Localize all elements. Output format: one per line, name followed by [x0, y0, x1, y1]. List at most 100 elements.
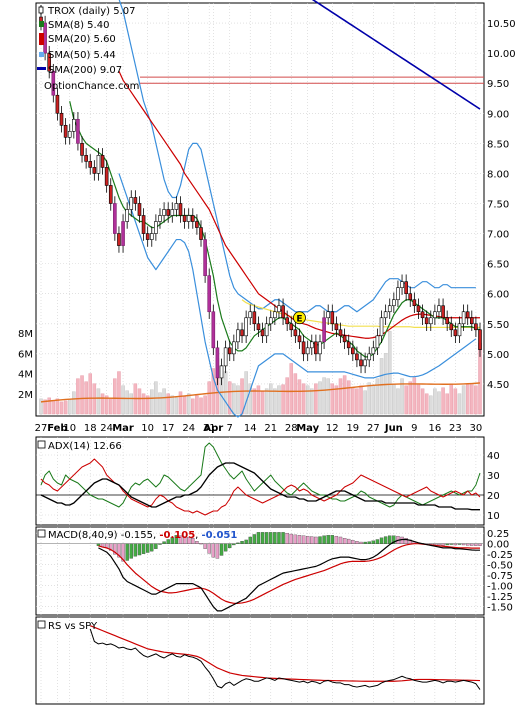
volume-bar [392, 383, 396, 415]
candle-body [195, 221, 199, 228]
volume-bar [223, 371, 228, 415]
macd-line [98, 538, 480, 612]
volume-bar [178, 391, 183, 415]
macd-y-tick: -0.75 [487, 571, 513, 582]
volume-bar [346, 380, 351, 415]
macd-histogram-bar [154, 543, 158, 549]
x-tick-label: May [296, 423, 319, 434]
macd-histogram-bar [318, 536, 322, 544]
candle-body [133, 197, 138, 204]
macd-histogram-bar [334, 535, 339, 544]
adx-y-tick: 40 [487, 451, 500, 462]
volume-bar [404, 385, 408, 415]
legend: TROX (daily) 5.07 SMA(8) 5.40 SMA(20) 5.… [37, 5, 139, 92]
legend-sma200-swatch [37, 67, 46, 70]
price-y-tick: 6.50 [487, 260, 509, 271]
macd-histogram-bar [260, 532, 265, 544]
legend-candle-icon [38, 5, 44, 15]
sma20-line [118, 70, 480, 339]
candle-body [412, 299, 417, 307]
x-tick-label: Feb [47, 423, 67, 434]
macd-histogram-bar [137, 543, 142, 556]
candle-body [236, 329, 240, 343]
macd-histogram-bar [342, 538, 347, 544]
x-tick-label: Mar [112, 423, 134, 434]
volume-bar [67, 399, 72, 415]
volume-average-line [40, 382, 481, 403]
candle-body [457, 323, 462, 337]
macd-histogram-bar [351, 540, 355, 544]
price-y-tick: 9.50 [487, 79, 509, 90]
candle-body [379, 317, 384, 337]
volume-bar [47, 397, 51, 415]
volume-bar [264, 388, 269, 415]
macd-histogram-bar [441, 543, 445, 546]
earnings-marker [293, 311, 306, 325]
macd-histogram-bar [322, 535, 326, 544]
x-tick-label: 27 [367, 423, 380, 434]
price-y-tick: 5.50 [487, 320, 509, 331]
macd-histogram-bar [121, 543, 125, 562]
candle-body [84, 155, 88, 162]
watermark: OptionChance.com [44, 81, 139, 92]
volume-bar [63, 400, 68, 415]
candle-body [232, 341, 236, 355]
adx-y-tick: 10 [487, 511, 500, 522]
volume-bar [424, 393, 429, 415]
x-tick-label: 30 [470, 423, 483, 434]
macd-histogram-bar [133, 543, 138, 557]
macd-histogram-bar [211, 543, 216, 558]
candle-body [318, 341, 322, 355]
macd-histogram-bar [277, 532, 281, 544]
candle-body [207, 275, 212, 313]
candle-body [309, 341, 314, 349]
candle-body [445, 317, 449, 325]
candle-body [80, 143, 84, 156]
rs-sma-line [90, 625, 481, 682]
candle-body [248, 311, 253, 319]
volume-bar [109, 397, 113, 415]
macd-histogram-bar [363, 541, 367, 544]
macd-histogram-bar [433, 543, 437, 545]
macd-histogram-bar [228, 543, 232, 549]
macd-histogram-bar [207, 543, 211, 554]
volume-bar [199, 397, 203, 415]
volume-bar [104, 395, 109, 415]
volume-bar [445, 393, 449, 415]
volume-bar [326, 378, 330, 415]
x-tick-label: 28 [285, 423, 298, 434]
volume-bar [113, 378, 117, 415]
macd-histogram-bar [383, 536, 388, 544]
adx-y-tick: 30 [487, 471, 500, 482]
volume-bars [39, 330, 482, 415]
x-tick-label: 16 [429, 423, 442, 434]
macd-histogram-bar [166, 539, 170, 544]
legend-sma20-swatch [39, 33, 44, 45]
macd-histogram-bar [314, 536, 318, 544]
volume-bar [338, 378, 343, 415]
macd-histogram-bar [301, 535, 306, 544]
volume-bar [396, 388, 400, 415]
macd-label: MACD(8,40,9) -0.155, -0.105, -0.051 [37, 529, 238, 541]
macd-histogram-bar [453, 543, 458, 546]
candle-body [51, 70, 56, 96]
candle-body [383, 311, 388, 319]
macd-hist-value: -0.051 [202, 530, 238, 541]
x-tick-label: 21 [264, 423, 277, 434]
volume-bar [474, 385, 478, 415]
macd-histogram-bar [109, 543, 113, 551]
macd-histogram-bar [367, 541, 371, 544]
candle-body [371, 347, 376, 355]
volume-bar [342, 375, 347, 415]
legend-sma8: SMA(8) 5.40 [48, 20, 109, 31]
candle-body [141, 215, 146, 234]
macd-histogram-bar [474, 543, 478, 546]
candle-body [387, 305, 392, 313]
macd-histogram-bar [252, 534, 257, 544]
macd-histogram-bar [215, 543, 220, 559]
lower-band-line [118, 173, 477, 418]
macd-y-tick: 0.00 [487, 540, 509, 551]
macd-histogram-bar [404, 538, 408, 544]
macd-histogram-bar [273, 532, 277, 544]
